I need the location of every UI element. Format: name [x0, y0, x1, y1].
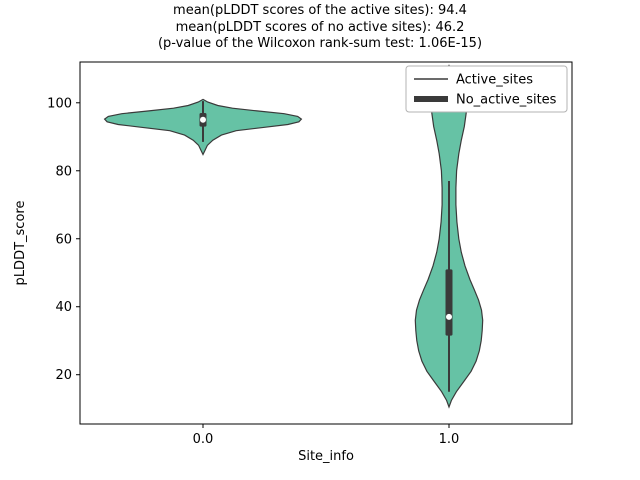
y-tick-label: 60: [55, 232, 72, 247]
y-tick-label: 80: [55, 164, 72, 179]
title-line-1: mean(pLDDT scores of the active sites): …: [173, 3, 467, 18]
y-tick-label: 20: [55, 368, 72, 383]
iqr-box-No_active_sites: [445, 269, 453, 336]
median-dot-No_active_sites: [446, 313, 452, 320]
y-tick-label: 100: [47, 96, 72, 111]
y-tick-label: 40: [55, 300, 72, 315]
chart-title: mean(pLDDT scores of the active sites): …: [0, 3, 640, 53]
axes-frame: [79, 61, 573, 425]
x-axis-label: Site_info: [298, 449, 354, 464]
legend-label: No_active_sites: [456, 93, 557, 108]
x-tick-label: 0.0: [193, 432, 214, 447]
title-line-3: (p-value of the Wilcoxon rank-sum test: …: [157, 36, 483, 51]
title-line-2: mean(pLDDT scores of no active sites): 4…: [175, 19, 465, 35]
x-tick-label: 1.0: [439, 432, 460, 447]
legend-label: Active_sites: [456, 73, 533, 88]
median-dot-Active_sites: [200, 116, 206, 123]
y-axis-label: pLDDT_score: [13, 201, 28, 286]
